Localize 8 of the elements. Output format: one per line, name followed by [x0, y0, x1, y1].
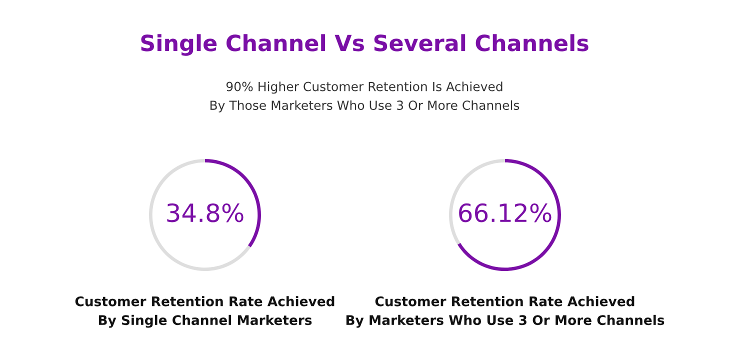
text: Single Channel Vs Several Channels: [141, 34, 588, 56]
data-label: 66.12%: [459, 203, 552, 222]
donut-slice: [149, 159, 251, 271]
data-label: 34.8%: [167, 203, 244, 222]
text: Customer Retention Rate Achieved By Marketers Who Use 3 Or More Channels: [346, 296, 664, 328]
text: 90% Higher Customer Retention Is Achieved By Those Marketers Who Use 3 Or More Channels: [210, 82, 520, 112]
donut-slice: [457, 159, 561, 271]
text: Customer Retention Rate Achieved By Single Channel Marketers: [75, 296, 334, 328]
